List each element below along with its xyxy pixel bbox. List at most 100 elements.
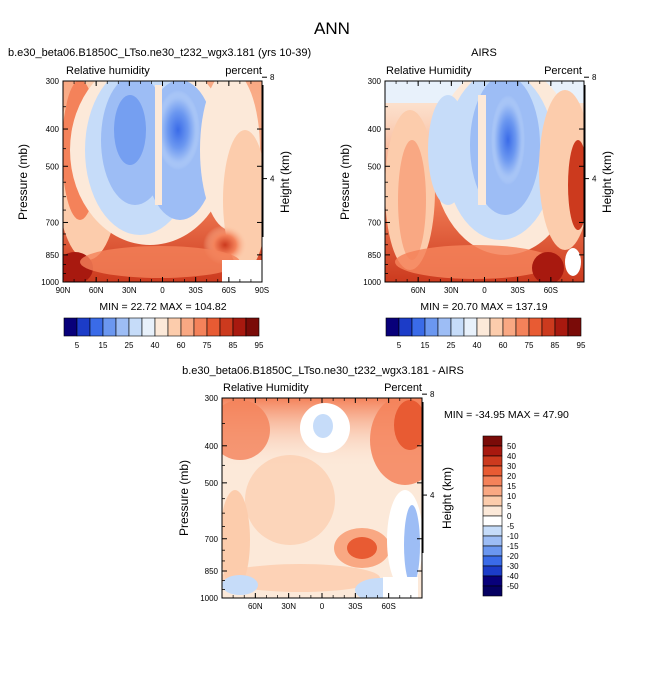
colorbar-swatch [567,317,582,337]
height-tick-label: 4 [592,175,597,184]
colorbar-label: 15 [421,341,430,350]
panel-diff-left-label: Relative Humidity [223,382,309,394]
colorbar-label: 25 [125,341,134,350]
y-tick-label: 1000 [200,594,218,603]
colorbar-label: 20 [507,472,516,481]
colorbar-label: -30 [507,562,519,571]
colorbar-label: -5 [507,522,515,531]
colorbar-swatch [502,317,517,337]
colorbar-swatch [482,495,503,507]
colorbar-label: 85 [551,341,560,350]
colorbar-swatch [482,445,503,457]
colorbar-swatch [219,317,234,337]
colorbar-swatch [489,317,504,337]
panel-airs: AIRS Relative Humidity Percent 300400500… [338,47,614,350]
x-tick-label: 60S [544,286,558,295]
panel-diff-title: b.e30_beta06.B1850C_LTso.ne30_t232_wgx3.… [182,365,464,377]
colorbar-swatch [541,317,556,337]
colorbar-label: 95 [577,341,586,350]
colorbar-label: 50 [507,442,516,451]
colorbar-swatch [128,317,143,337]
panel-model: b.e30_beta06.B1850C_LTso.ne30_t232_wgx3.… [8,47,311,350]
x-tick-label: 60N [248,602,263,611]
colorbar-label: -40 [507,572,519,581]
colorbar-swatch [482,525,503,537]
colorbar-label: -10 [507,532,519,541]
y-tick-label: 300 [205,394,219,403]
colorbar-swatch [482,455,503,467]
colorbar-swatch [482,465,503,477]
x-tick-label: 30S [189,286,203,295]
y-tick-label: 850 [205,567,219,576]
y-tick-label: 500 [368,162,382,171]
colorbar-swatch [482,565,503,577]
colorbar-swatch [245,317,260,337]
colorbar-swatch [515,317,530,337]
colorbar-swatch [154,317,169,337]
panel-airs-height-label: Height (km) [600,151,614,213]
x-tick-label: 0 [160,286,165,295]
colorbar-swatch [206,317,221,337]
colorbar-label: 30 [507,462,516,471]
colorbar-swatch [482,475,503,487]
colorbar-swatch [463,317,478,337]
x-tick-label: 90S [255,286,269,295]
panel-model-height-label: Height (km) [278,151,292,213]
panel-model-y-ticks: 300 400 500 700 850 1000 [41,77,262,287]
colorbar-label: 0 [507,512,512,521]
x-tick-label: 0 [482,286,487,295]
colorbar-swatch [450,317,465,337]
colorbar-swatch [482,515,503,527]
colorbar-label: 95 [255,341,264,350]
colorbar-swatch [528,317,543,337]
height-tick-label: 8 [430,390,435,399]
colorbar-swatch [424,317,439,337]
colorbar-swatch [437,317,452,337]
panel-diff-height-label: Height (km) [440,467,454,529]
height-tick-label: 4 [430,491,435,500]
colorbar-label: -15 [507,542,519,551]
colorbar-swatch [385,317,400,337]
x-tick-label: 60N [89,286,104,295]
x-tick-label: 30N [122,286,137,295]
y-tick-label: 500 [46,162,60,171]
colorbar-label: 40 [473,341,482,350]
height-tick-label: 8 [592,73,597,82]
panel-model-stats: MIN = 22.72 MAX = 104.82 [99,301,226,313]
panel-model-height-ticks: 84 [262,73,275,237]
colorbar-swatch [63,317,78,337]
panel-airs-height-ticks: 84 [584,73,597,237]
colorbar-swatch [482,555,503,567]
colorbar-swatch [141,317,156,337]
colorbar-swatch [89,317,104,337]
colorbar-label: 10 [507,492,516,501]
y-tick-label: 400 [205,442,219,451]
colorbar-label: 5 [507,502,512,511]
colorbar-label: 5 [75,341,80,350]
colorbar-label: 75 [203,341,212,350]
x-tick-label: 0 [320,602,325,611]
colorbar-label: 75 [525,341,534,350]
colorbar-swatch [482,435,503,447]
panel-airs-right-label: Percent [544,65,582,77]
y-tick-label: 700 [205,535,219,544]
panel-airs-stats: MIN = 20.70 MAX = 137.19 [420,301,547,313]
panel-model-field [63,81,262,282]
panel-diff-field [222,398,422,598]
y-tick-label: 1000 [363,278,381,287]
colorbar-swatch [102,317,117,337]
y-tick-label: 500 [205,479,219,488]
colorbar-swatch [232,317,247,337]
x-tick-label: 30S [511,286,525,295]
colorbar-label: 60 [177,341,186,350]
panel-model-left-label: Relative humidity [66,65,150,77]
colorbar-swatch [554,317,569,337]
colorbar-label: 15 [99,341,108,350]
panel-airs-y-ticks: 300 400 500 700 850 1000 [363,77,584,287]
panel-airs-left-label: Relative Humidity [386,65,472,77]
panel-model-y-label: Pressure (mb) [16,144,30,220]
colorbar-label: 60 [499,341,508,350]
y-tick-label: 300 [368,77,382,86]
colorbar-swatch [482,485,503,497]
